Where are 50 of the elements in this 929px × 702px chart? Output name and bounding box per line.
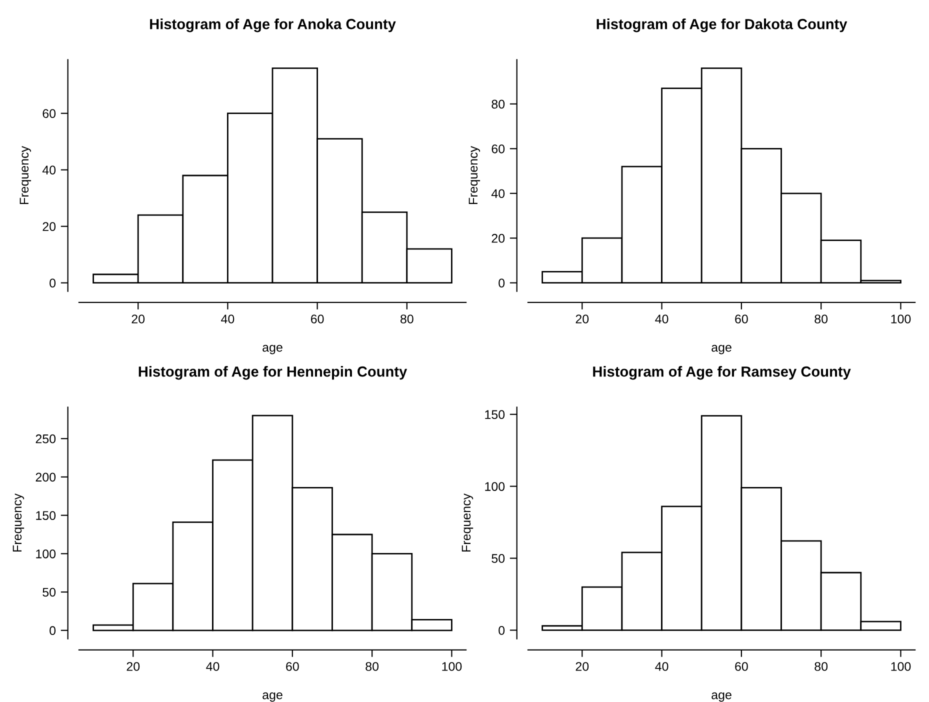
x-tick-label: 20: [126, 662, 140, 671]
y-tick-label: 0: [498, 278, 505, 288]
y-tick-label: 200: [36, 472, 56, 482]
y-tick-label: 0: [50, 626, 56, 636]
x-tick-label: 20: [132, 314, 145, 324]
y-axis-title: Frequency: [468, 146, 480, 204]
y-tick-label: 60: [42, 109, 56, 118]
y-tick-label: 50: [492, 554, 505, 563]
x-axis-title: age: [712, 344, 732, 354]
y-tick-label: 20: [42, 222, 56, 232]
chart-title: Histogram of Age for Ramsey County: [593, 366, 851, 380]
y-tick-label: 0: [498, 626, 505, 635]
x-tick-label: 80: [400, 314, 414, 324]
y-tick-label: 40: [491, 189, 505, 198]
chart-title: Histogram of Age for Hennepin County: [138, 366, 408, 380]
y-axis-title: Frequency: [462, 493, 474, 552]
x-tick-label: 60: [286, 662, 299, 671]
chart-title: Histogram of Age for Anoka County: [150, 18, 396, 32]
y-tick-label: 60: [492, 144, 505, 154]
x-tick-label: 40: [655, 662, 668, 671]
y-tick-label: 20: [492, 234, 505, 243]
y-tick-label: 150: [485, 410, 505, 420]
y-tick-label: 150: [36, 511, 56, 520]
x-tick-label: 20: [576, 662, 589, 671]
x-tick-label: 60: [735, 314, 748, 324]
x-axis-title: age: [262, 344, 282, 354]
y-axis-title: Frequency: [12, 493, 24, 552]
x-tick-label: 100: [891, 662, 911, 671]
x-tick-label: 40: [206, 662, 220, 671]
y-tick-label: 0: [50, 278, 56, 288]
y-tick-label: 100: [485, 482, 505, 491]
y-tick-label: 40: [42, 166, 56, 174]
x-axis-title: age: [262, 692, 282, 702]
y-tick-label: 50: [42, 588, 56, 597]
y-tick-label: 100: [36, 549, 56, 558]
x-axis-title: age: [712, 692, 732, 702]
x-tick-label: 20: [576, 314, 589, 324]
x-tick-label: 100: [442, 662, 462, 671]
x-tick-label: 80: [814, 314, 828, 324]
y-tick-label: 80: [492, 100, 505, 109]
x-tick-label: 60: [310, 314, 324, 324]
x-tick-label: 80: [366, 662, 379, 671]
x-tick-label: 100: [891, 314, 911, 324]
y-axis-title: Frequency: [20, 146, 32, 204]
x-tick-label: 40: [655, 314, 668, 324]
chart-title: Histogram of Age for Dakota County: [596, 18, 848, 32]
x-tick-label: 40: [221, 314, 234, 324]
y-tick-label: 250: [36, 434, 56, 444]
x-tick-label: 80: [814, 662, 828, 671]
x-tick-label: 60: [735, 662, 748, 671]
